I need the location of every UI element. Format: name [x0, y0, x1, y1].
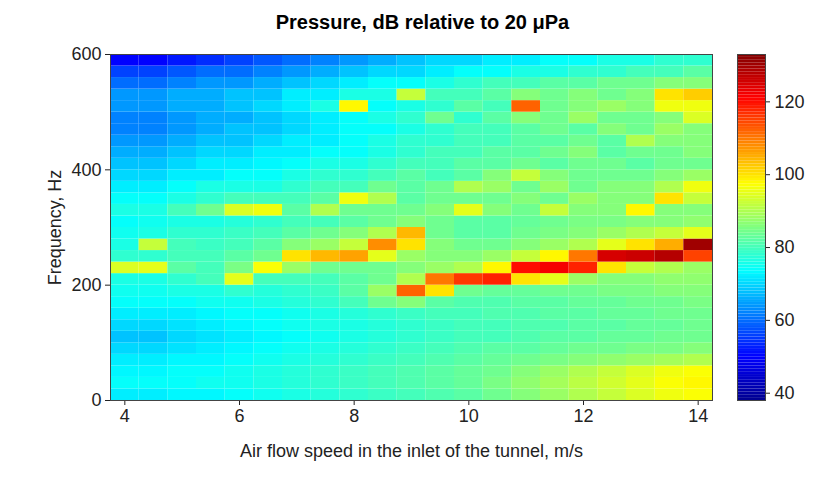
- svg-text:40: 40: [775, 383, 795, 403]
- svg-text:12: 12: [573, 406, 593, 426]
- svg-text:Air flow speed in the inlet of: Air flow speed in the inlet of the tunne…: [240, 441, 583, 461]
- svg-text:600: 600: [71, 44, 101, 64]
- svg-text:8: 8: [349, 406, 359, 426]
- svg-text:60: 60: [775, 310, 795, 330]
- svg-text:400: 400: [71, 160, 101, 180]
- svg-text:80: 80: [775, 237, 795, 257]
- html-text:Pressure, dB relative to 20 μP: Pressure, dB relative to 20 μPa: [275, 11, 570, 33]
- svg-text:4: 4: [120, 406, 130, 426]
- svg-text:Frequency, Hz: Frequency, Hz: [45, 170, 65, 286]
- svg-text:10: 10: [459, 406, 479, 426]
- svg-text:100: 100: [775, 164, 805, 184]
- svg-text:0: 0: [91, 390, 101, 410]
- svg-text:200: 200: [71, 275, 101, 295]
- svg-text:6: 6: [234, 406, 244, 426]
- svg-text:14: 14: [688, 406, 708, 426]
- svg-text:120: 120: [775, 92, 805, 112]
